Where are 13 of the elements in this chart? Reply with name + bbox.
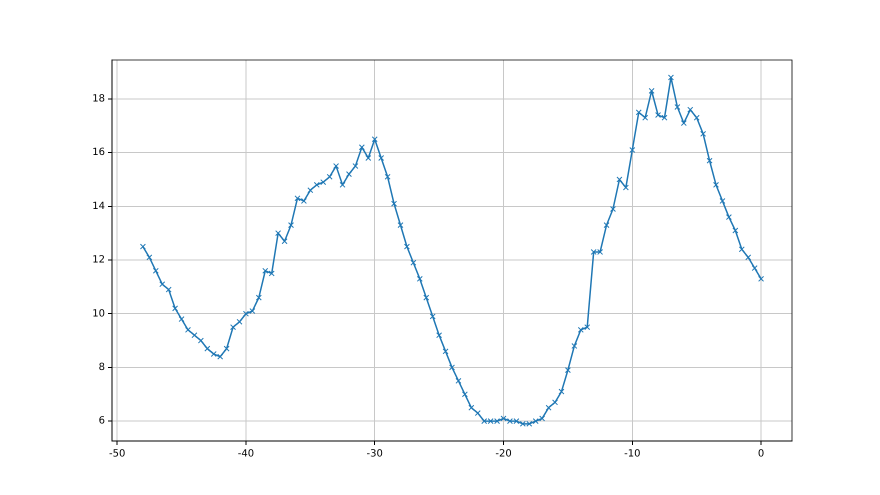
y-tick-label: 6 — [98, 416, 105, 427]
y-tick-label: 14 — [92, 200, 105, 212]
y-tick-label: 10 — [92, 308, 105, 320]
y-tick-label: 8 — [98, 362, 105, 374]
y-tick-label: 12 — [92, 254, 105, 266]
y-tick-label: 16 — [92, 147, 105, 158]
x-tick-label: -10 — [624, 448, 640, 460]
x-tick-label: -40 — [238, 448, 254, 460]
x-tick-label: -20 — [495, 448, 512, 460]
x-tick-label: -30 — [366, 448, 383, 460]
x-tick-label: 0 — [758, 448, 764, 460]
y-tick-label: 18 — [92, 94, 105, 105]
x-tick-label: -50 — [108, 448, 126, 460]
